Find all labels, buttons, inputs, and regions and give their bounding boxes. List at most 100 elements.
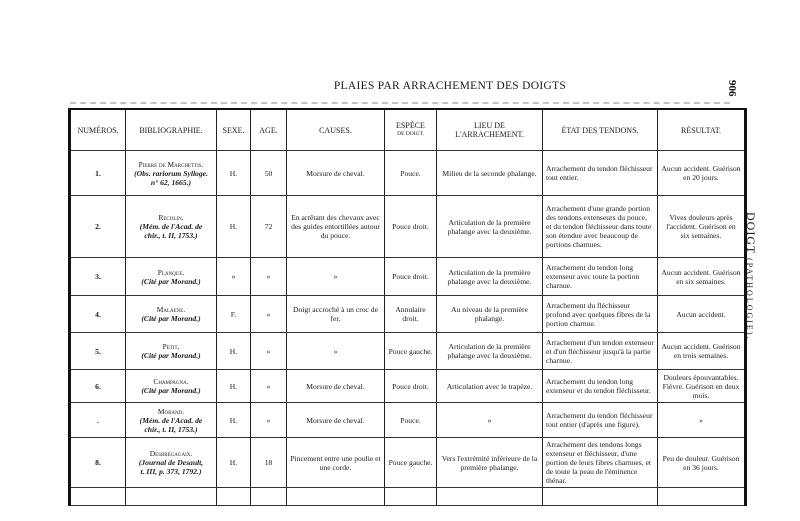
table-row: 5. Petit, (Cité par Morand.) H.»» Pouce gauc… — [69, 332, 746, 370]
cell-doigt: Annulaire droit. — [384, 295, 437, 333]
cell-doigt: Pouce droit. — [384, 369, 437, 403]
author: Petit, — [162, 342, 180, 351]
header-lieu: LIEU DE L'ARRACHEMENT. — [436, 109, 543, 151]
header-tendons: ÉTAT DES TENDONS. — [542, 109, 658, 151]
cell-bibliographie: Malaene. (Cité par Morand.) — [125, 295, 217, 333]
header-causes: CAUSES. — [286, 109, 385, 151]
table-row: 8. Desbrégagaix. (Journal de Desault, t. II… — [69, 437, 746, 488]
cell-doigt: Pouce droit. — [384, 257, 437, 296]
cell-age: » — [250, 257, 287, 296]
cell-cause: Doigt accroché à un croc de fer. — [286, 295, 385, 333]
cases-table: NUMÉROS. BIBLIOGRAPHIE. SEXE. AGE. CAUSE… — [68, 108, 747, 506]
cell-num: 6. — [69, 369, 126, 403]
cell-cause: » — [286, 257, 385, 296]
cell-resultat: Aucun accident. Guérison en 20 jours. — [657, 150, 746, 196]
cell-bibliographie: Desbrégagaix. (Journal de Desault, t. III,… — [125, 437, 217, 488]
cell-tendons: Arrachement d'une grande portion des ten… — [542, 195, 658, 258]
cell-cause: Morsure de cheval. — [286, 369, 385, 403]
reference: (Cité par Morand.) — [141, 351, 201, 360]
table-row: 4. Malaene. (Cité par Morand.) F.» Doigt acc… — [69, 295, 746, 333]
table-row: 3. Planque. (Cité par Morand.)»»» Pouce dro… — [69, 257, 746, 296]
cell-tendons: Arrachement du tendon fléchisseur tout e… — [542, 150, 658, 196]
cell-bibliographie: Champagna. (Cité par Morand.) — [125, 369, 217, 403]
table-row: 6. Champagna. (Cité par Morand.) H.» Morsure… — [69, 369, 746, 403]
cell-age: » — [250, 295, 287, 333]
header-numeros: NUMÉROS. — [69, 109, 126, 151]
table-row: . Morand. (Mém. de l'Acad. de chir., t. II,… — [69, 402, 746, 438]
cell-sexe: H. — [216, 195, 251, 258]
cell-bibliographie: Recolin. (Mém. de l'Acad. de chir., t. II,… — [125, 195, 217, 258]
page-number: 906 — [726, 80, 738, 97]
cell-bibliographie: Morand. (Mém. de l'Acad. de chir., t. II, … — [125, 402, 217, 438]
header-sexe: SEXE. — [216, 109, 251, 151]
author: Desbrégagaix. — [149, 449, 193, 458]
cell-tendons: Arrachement du tendon long extenseur ave… — [542, 257, 658, 296]
author: Malaene. — [156, 305, 186, 314]
cell-bibliographie: Planque. (Cité par Morand.) — [125, 257, 217, 296]
cell-num: 8. — [69, 437, 126, 488]
cell-doigt: Pouce gauche. — [384, 332, 437, 370]
cell-sexe: H. — [216, 332, 251, 370]
reference-cont: chir., t. II, 1753.) — [144, 424, 198, 434]
cell-resultat: Peu de douleur. Guérison en 36 jours. — [657, 437, 746, 488]
reference-cont: n° 62, 1665.) — [150, 177, 192, 187]
cell-tendons: Arrachement du tendon long extenseur et … — [542, 369, 658, 403]
table-row: 1. Pierre de Marchettis. (Obs. rariorum Sy… — [69, 150, 746, 196]
cell-lieu: » — [436, 402, 543, 438]
cell-tendons: Arrachement d'un tendon extenseur et d'u… — [542, 332, 658, 370]
cell-sexe: H. — [216, 402, 251, 438]
cell-bibliographie: Petit, (Cité par Morand.) — [125, 332, 217, 370]
cell-bibliographie: Pierre de Marchettis. (Obs. rariorum Syll… — [125, 150, 217, 196]
cell-tendons: Arrachement du fléchisseur profond avec … — [542, 295, 658, 333]
reference: (Journal de Desault, — [138, 458, 204, 467]
cell-lieu: Au niveau de la première phalange. — [436, 295, 543, 333]
page-title: PLAIES PAR ARRACHEMENT DES DOIGTS — [333, 80, 567, 92]
divider — [70, 102, 730, 104]
cell-age: 72 — [250, 195, 287, 258]
author: Planque. — [157, 267, 185, 277]
cell-lieu: Milieu de la seconde phalange. — [436, 150, 543, 196]
author: Champagna. — [153, 377, 189, 386]
cell-sexe: F. — [216, 295, 251, 333]
reference: (Mém. de l'Acad. de — [139, 222, 203, 231]
table-row-partial — [69, 487, 746, 506]
cell-cause: Pincement entre une poulie et une corde. — [286, 437, 385, 488]
cell-num: 4. — [69, 295, 126, 333]
cell-sexe: » — [216, 257, 251, 296]
header-bibliographie: BIBLIOGRAPHIE. — [125, 109, 217, 151]
cell-num: 5. — [69, 332, 126, 370]
cell-age: » — [250, 402, 287, 438]
cell-resultat: Vives douleurs après l'accident. Guériso… — [657, 195, 746, 258]
cell-num: 2. — [69, 195, 126, 258]
cell-lieu: Articulation avec le trapèze. — [436, 369, 543, 403]
cell-doigt: Pouce gauche. — [384, 437, 437, 488]
cell-resultat: Douleurs épouvantables. Fièvre. Guérison… — [657, 369, 746, 403]
header-age: AGE. — [250, 109, 287, 151]
cell-cause: Morsure de cheval. — [286, 150, 385, 196]
cell-cause: En arrêtant des chevaux avec des guides … — [286, 195, 385, 258]
cell-age: » — [250, 332, 287, 370]
cell-age: 18 — [250, 437, 287, 488]
cell-lieu: Vers l'extrémité inférieure de la premiè… — [436, 437, 543, 488]
cell-resultat: Aucun accident. Guérison en trois semain… — [657, 332, 746, 370]
reference: (Cité par Morand.) — [141, 386, 201, 395]
reference: (Cité par Morand.) — [141, 314, 201, 323]
header-resultat: RÉSULTAT. — [657, 109, 746, 151]
cell-tendons: Arrachement du tendon fléchisseur tout e… — [542, 402, 658, 438]
cell-resultat: Aucun accident. Guérison en six semaines… — [657, 257, 746, 296]
cell-lieu: Articulation de la première phalange ave… — [436, 332, 543, 370]
cell-num: 3. — [69, 257, 126, 296]
reference-cont: chir., t. II, 1753.) — [144, 231, 198, 240]
cell-sexe: H. — [216, 150, 251, 196]
reference: (Obs. rariorum Sylloge. — [134, 168, 208, 178]
cell-num: . — [69, 402, 126, 438]
cell-age: 50 — [250, 150, 287, 196]
header-row: NUMÉROS. BIBLIOGRAPHIE. SEXE. AGE. CAUSE… — [69, 109, 746, 151]
cell-sexe: H. — [216, 437, 251, 488]
cell-doigt: Pouce. — [384, 150, 437, 196]
cell-age: » — [250, 369, 287, 403]
table-row: 2. Recolin. (Mém. de l'Acad. de chir., t. I… — [69, 195, 746, 258]
cell-resultat: » — [657, 402, 746, 438]
cell-cause: » — [286, 332, 385, 370]
cell-doigt: Pouce. — [384, 402, 437, 438]
